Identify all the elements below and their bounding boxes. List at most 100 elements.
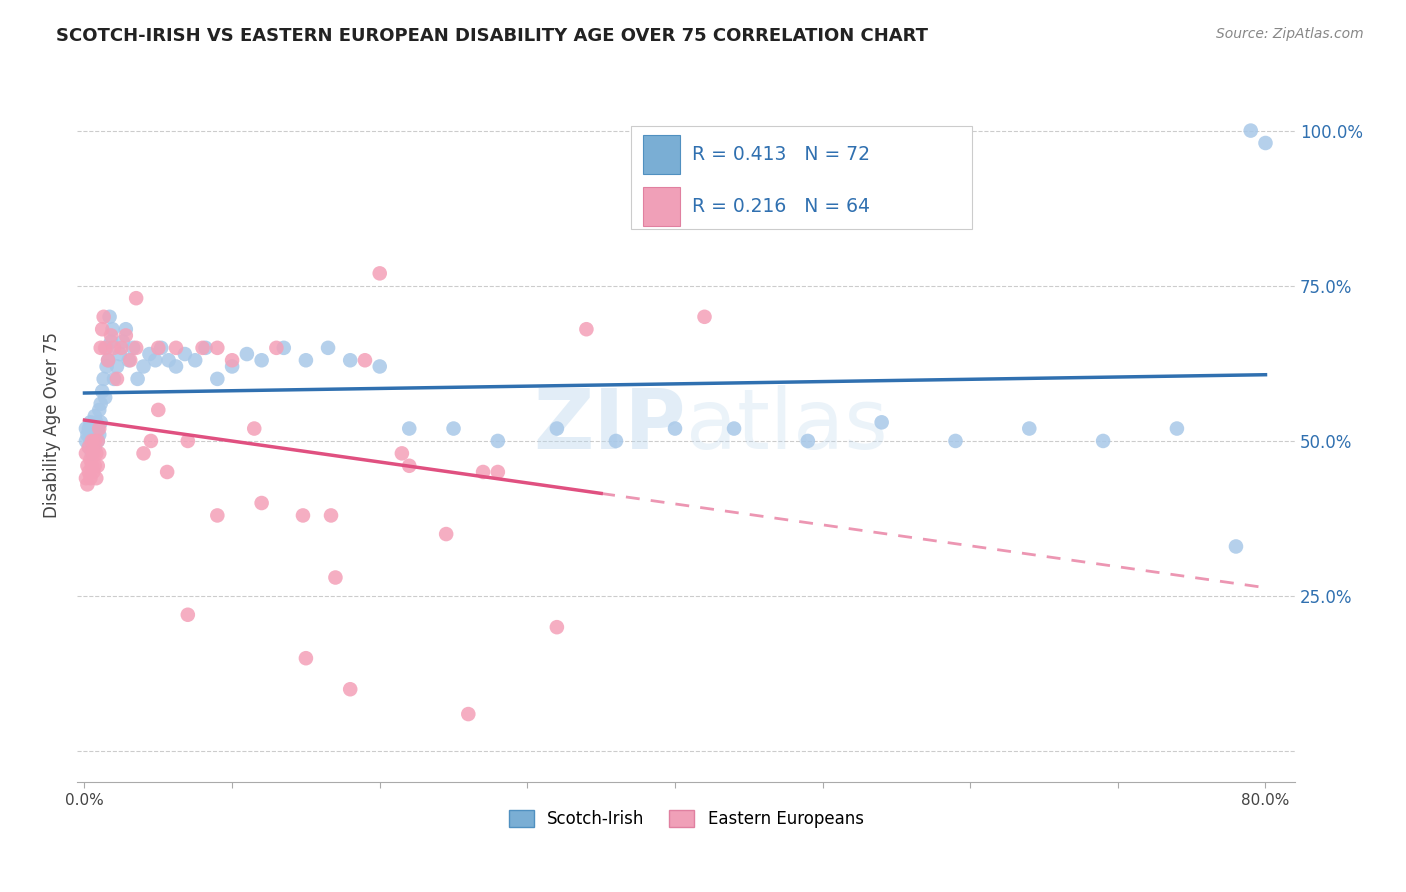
Point (101, 322, 124, 336)
Point (157, 353, 180, 368)
Point (132, 359, 155, 374)
Point (91, 384, 114, 399)
Point (173, 347, 195, 361)
Point (945, 434, 967, 448)
Point (391, 446, 413, 460)
Text: atlas: atlas (686, 385, 887, 466)
Point (1225, 540, 1247, 554)
Point (103, 372, 125, 386)
Point (90, 341, 112, 355)
Point (194, 341, 217, 355)
Text: Source: ZipAtlas.com: Source: ZipAtlas.com (1216, 27, 1364, 41)
Point (148, 341, 170, 355)
Point (83, 440, 105, 454)
Point (87, 434, 110, 448)
Point (87, 458, 110, 473)
Point (191, 341, 214, 355)
Point (291, 508, 314, 523)
Point (236, 347, 259, 361)
Point (156, 465, 179, 479)
Point (221, 353, 243, 368)
Point (184, 353, 207, 368)
Point (605, 434, 627, 448)
Point (221, 359, 243, 374)
Point (138, 347, 160, 361)
Text: R = 0.216   N = 64: R = 0.216 N = 64 (692, 197, 870, 216)
Y-axis label: Disability Age Over 75: Disability Age Over 75 (44, 333, 60, 518)
Text: ZIP: ZIP (533, 385, 686, 466)
Point (93, 310, 115, 324)
Point (76, 427, 98, 442)
Point (398, 458, 420, 473)
Point (266, 341, 288, 355)
Point (105, 359, 128, 374)
Point (243, 421, 266, 435)
Point (75, 446, 97, 460)
Point (125, 291, 148, 305)
Point (87, 421, 110, 435)
Point (177, 607, 200, 622)
Point (98, 310, 121, 324)
Point (1240, 123, 1263, 137)
Point (89, 403, 111, 417)
Point (80, 427, 103, 442)
Point (723, 421, 745, 435)
Point (546, 421, 568, 435)
Legend: Scotch-Irish, Eastern Europeans: Scotch-Irish, Eastern Europeans (502, 803, 870, 835)
Point (100, 328, 122, 343)
Point (295, 353, 318, 368)
Point (91, 322, 114, 336)
Point (76, 458, 98, 473)
Point (111, 334, 134, 349)
Point (295, 651, 318, 665)
Point (165, 341, 187, 355)
Point (368, 359, 391, 374)
Point (75, 421, 97, 435)
Point (110, 341, 132, 355)
Point (114, 322, 136, 336)
Point (94, 391, 117, 405)
Point (83, 434, 105, 448)
Point (207, 372, 229, 386)
Point (120, 353, 142, 368)
Point (125, 341, 148, 355)
Point (82, 446, 104, 460)
Point (108, 347, 131, 361)
Point (546, 620, 568, 634)
Point (273, 341, 295, 355)
Point (797, 434, 820, 448)
Point (79, 415, 101, 429)
Point (177, 434, 200, 448)
Point (79, 452, 101, 467)
Point (89, 421, 111, 435)
Point (664, 421, 686, 435)
Point (96, 341, 118, 355)
Point (79, 471, 101, 485)
Point (77, 440, 100, 454)
Point (207, 341, 229, 355)
Point (339, 682, 361, 697)
Point (434, 527, 457, 541)
Point (693, 310, 716, 324)
Point (82, 434, 104, 448)
Point (398, 421, 420, 435)
Point (486, 465, 509, 479)
Point (132, 446, 155, 460)
Point (89, 446, 111, 460)
Point (79, 434, 101, 448)
Point (368, 266, 391, 280)
Point (83, 409, 105, 424)
Point (75, 434, 97, 448)
FancyBboxPatch shape (644, 186, 681, 226)
Point (77, 421, 100, 435)
Point (207, 508, 229, 523)
Point (250, 496, 273, 510)
Point (316, 341, 339, 355)
Point (472, 465, 495, 479)
Point (80, 458, 103, 473)
Point (103, 341, 125, 355)
Point (139, 434, 162, 448)
Point (118, 353, 141, 368)
Point (84, 415, 107, 429)
Point (84, 446, 107, 460)
